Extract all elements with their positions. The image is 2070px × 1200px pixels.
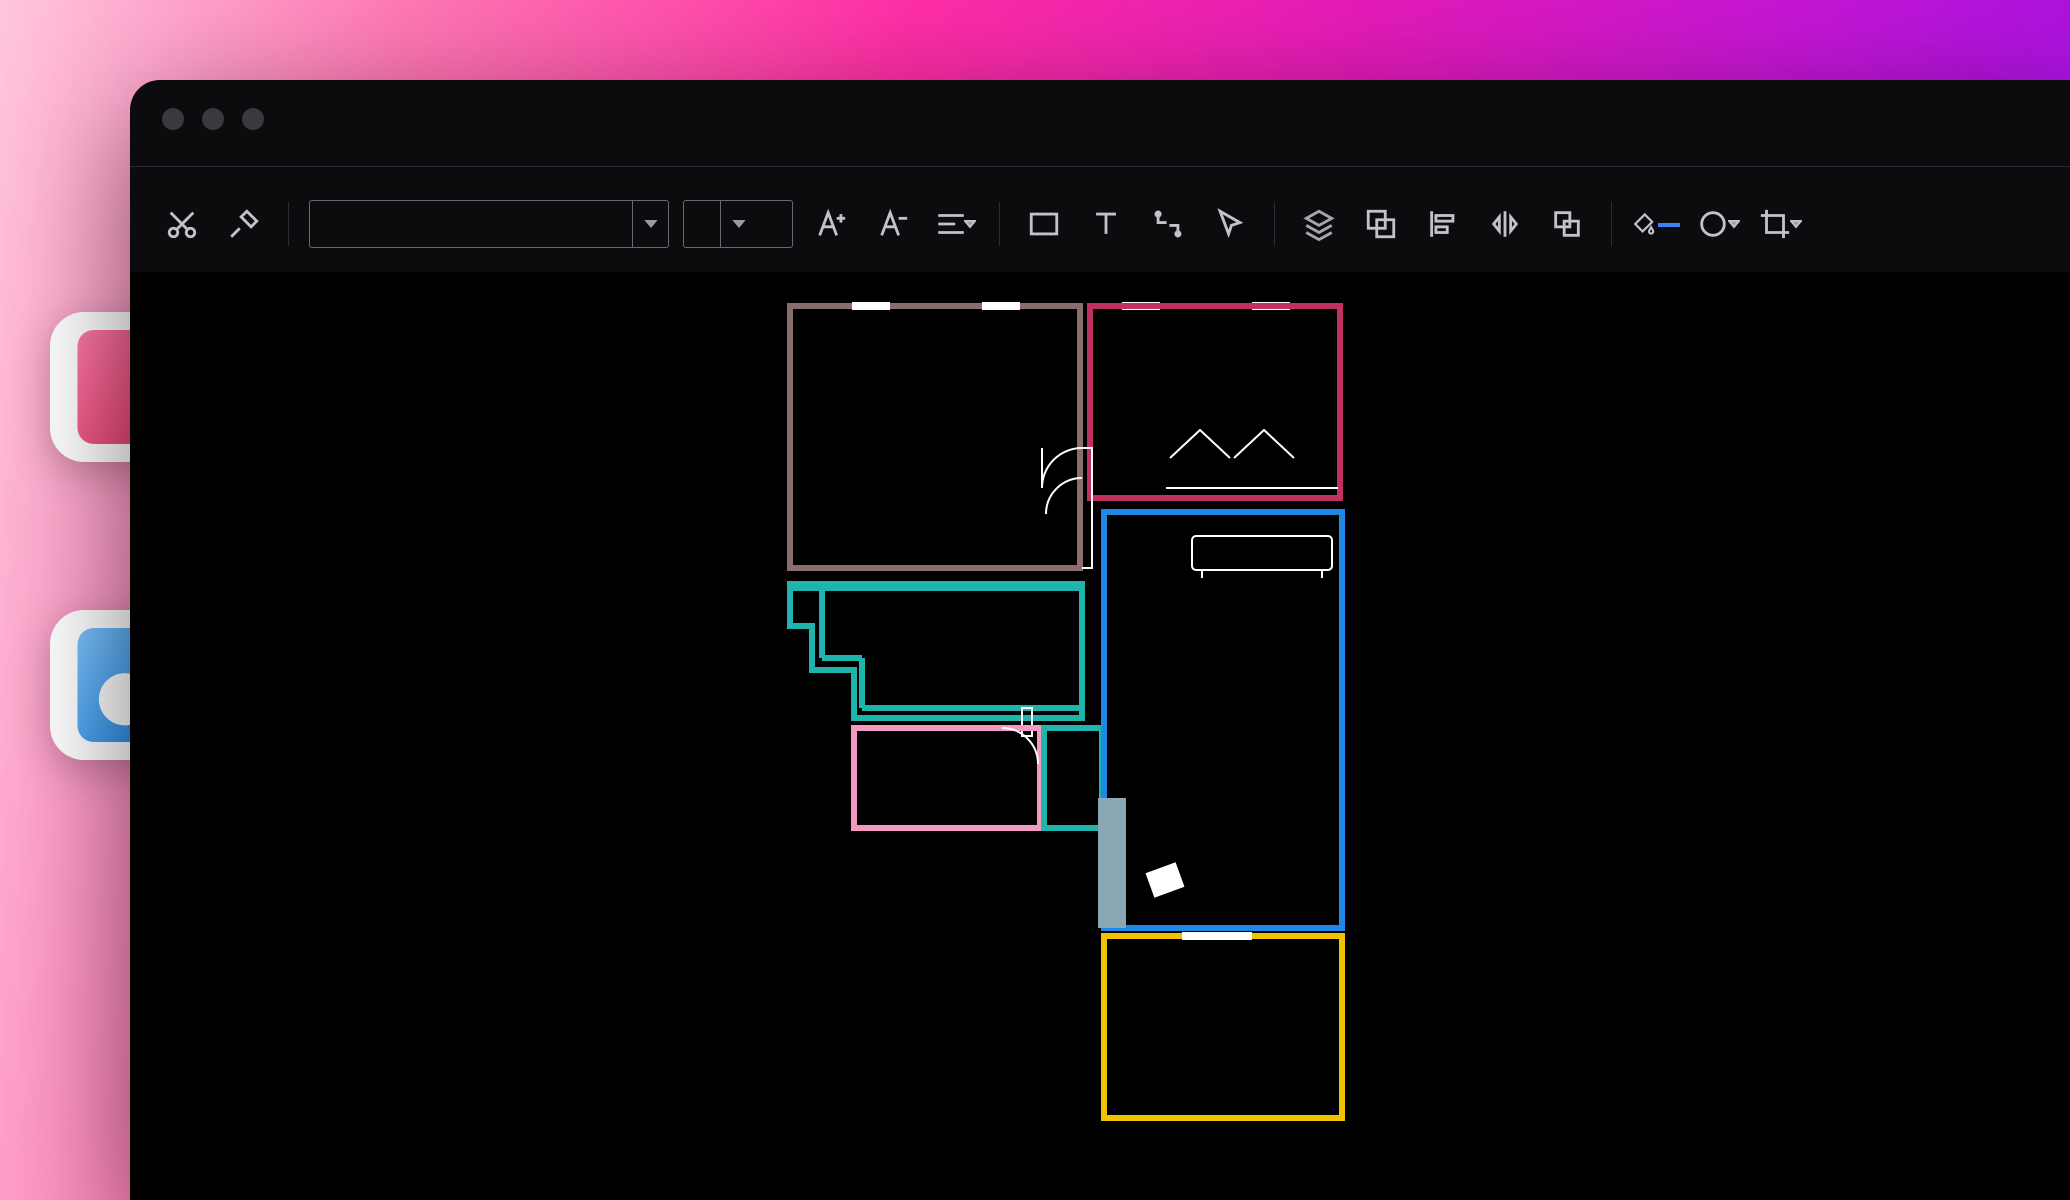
rectangle-tool-icon[interactable] (1020, 200, 1068, 248)
chevron-down-icon[interactable] (632, 201, 668, 247)
toolbar (130, 188, 2070, 260)
font-size-select[interactable] (683, 200, 793, 248)
app-window (130, 80, 2070, 1200)
format-painter-icon[interactable] (220, 200, 268, 248)
text-tool-icon[interactable] (1082, 200, 1130, 248)
minimize-icon[interactable] (202, 108, 224, 130)
close-icon[interactable] (162, 108, 184, 130)
layers-icon[interactable] (1295, 200, 1343, 248)
shape-style-icon[interactable] (1694, 200, 1742, 248)
fill-color-icon[interactable] (1632, 200, 1680, 248)
group-icon[interactable] (1357, 200, 1405, 248)
increase-font-icon[interactable] (807, 200, 855, 248)
pointer-tool-icon[interactable] (1206, 200, 1254, 248)
zoom-icon[interactable] (242, 108, 264, 130)
floor-plan (782, 288, 1372, 1188)
same-size-icon[interactable] (1543, 200, 1591, 248)
font-family-select[interactable] (309, 200, 669, 248)
chevron-down-icon[interactable] (720, 201, 756, 247)
cut-icon[interactable] (158, 200, 206, 248)
drawing-canvas[interactable] (130, 272, 2070, 1200)
flip-horizontal-icon[interactable] (1481, 200, 1529, 248)
align-left-icon[interactable] (1419, 200, 1467, 248)
connector-tool-icon[interactable] (1144, 200, 1192, 248)
decrease-font-icon[interactable] (869, 200, 917, 248)
window-controls[interactable] (162, 108, 264, 130)
align-icon[interactable] (931, 200, 979, 248)
crop-icon[interactable] (1756, 200, 1804, 248)
